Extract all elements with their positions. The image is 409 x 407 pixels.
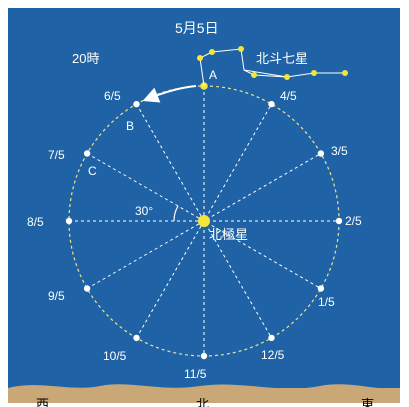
month-dot	[317, 285, 325, 292]
rotation-arrow	[142, 85, 197, 103]
dipper-star	[197, 55, 203, 61]
horizon-line	[8, 384, 400, 390]
compass-north-label: 北	[196, 397, 209, 407]
month-label: 11/5	[184, 367, 207, 381]
dipper-star	[284, 74, 290, 80]
month-label: 6/5	[104, 89, 121, 103]
month-dot	[133, 334, 140, 342]
month-dot	[83, 285, 91, 292]
dipper-star	[209, 49, 215, 55]
month-dot	[268, 334, 275, 342]
month-label: 4/5	[280, 89, 297, 103]
month-dot	[133, 100, 140, 108]
angle-label: 30°	[135, 204, 153, 218]
point-label-c: C	[88, 164, 97, 178]
month-label: 10/5	[103, 349, 127, 363]
month-label: 2/5	[345, 214, 362, 228]
month-dot	[317, 150, 325, 157]
month-label: 1/5	[318, 295, 335, 309]
month-dot	[335, 217, 343, 225]
constellation-label: 北斗七星	[256, 51, 308, 66]
month-label: 8/5	[27, 215, 44, 229]
dipper-star	[251, 72, 257, 78]
point-label-a: A	[209, 68, 217, 82]
month-dots	[65, 100, 343, 360]
month-label: 9/5	[48, 289, 65, 303]
polaris-star	[198, 215, 210, 227]
date-label: 5月5日	[175, 20, 219, 36]
point-label-b: B	[126, 119, 134, 133]
dipper-star	[342, 70, 348, 76]
night-sky-background	[8, 8, 400, 403]
dipper-star	[311, 70, 317, 76]
time-label: 20時	[72, 51, 99, 66]
month-label: 7/5	[48, 148, 65, 162]
month-dot	[268, 100, 275, 108]
compass-east-label: 東	[361, 397, 374, 407]
month-dot	[65, 217, 73, 225]
compass-west-label: 西	[36, 397, 49, 407]
month-label: 12/5	[261, 348, 285, 362]
polaris-label: 北極星	[209, 227, 248, 242]
angle-arc	[173, 205, 179, 222]
month-dot	[83, 150, 91, 157]
horizon-ground	[8, 388, 400, 403]
month-dot	[200, 352, 208, 360]
dipper-star	[238, 46, 244, 52]
big-dipper-constellation	[197, 46, 348, 87]
month-label: 3/5	[331, 144, 348, 158]
